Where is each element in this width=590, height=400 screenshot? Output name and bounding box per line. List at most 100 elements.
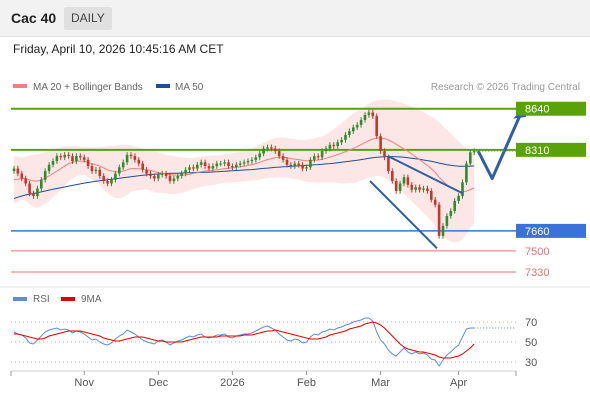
candle-body xyxy=(391,171,394,182)
candle-body xyxy=(176,176,180,179)
candle-body xyxy=(82,157,86,160)
copyright-label: Research © 2026 Trading Central xyxy=(431,82,580,93)
candle-body xyxy=(270,147,273,149)
candle xyxy=(40,177,43,192)
candle-body xyxy=(297,163,300,165)
candle xyxy=(168,173,172,184)
ma9-legend-swatch xyxy=(61,297,75,301)
level-tag-7660 xyxy=(516,223,586,238)
candle-body xyxy=(192,167,195,169)
candle xyxy=(398,180,402,194)
candle-body xyxy=(157,174,160,179)
candle xyxy=(231,163,234,171)
time-axis: Nov Dec 2026 Feb Mar Apr xyxy=(10,370,517,389)
candle-body xyxy=(406,177,410,185)
candle-body xyxy=(254,157,258,160)
candle-body xyxy=(313,156,316,160)
candle-body xyxy=(75,156,78,162)
candle xyxy=(192,164,195,172)
candle xyxy=(426,185,429,194)
candle xyxy=(281,153,285,163)
candle xyxy=(176,173,180,182)
candle xyxy=(86,157,90,169)
candle xyxy=(79,153,82,161)
candle xyxy=(375,113,378,139)
candle-body xyxy=(32,193,35,196)
candle xyxy=(301,162,304,172)
key-levels xyxy=(11,107,516,273)
rsi-legend-swatch xyxy=(13,297,27,301)
level-tag-8640 xyxy=(516,101,586,116)
candle-body xyxy=(371,112,375,117)
candle xyxy=(277,148,281,159)
candle-body xyxy=(235,164,238,168)
candle xyxy=(145,167,148,177)
candle xyxy=(402,174,406,187)
candle xyxy=(207,163,211,172)
candle-body xyxy=(398,183,402,191)
time-tick-label: Dec xyxy=(149,377,169,389)
candle-body xyxy=(465,163,468,183)
candle xyxy=(391,168,394,184)
candle-body xyxy=(238,163,242,165)
candle-body xyxy=(36,188,39,196)
candle-body xyxy=(472,151,476,153)
candle xyxy=(160,170,164,178)
candle-body xyxy=(394,181,398,191)
candle-body xyxy=(367,112,371,115)
rsi-legend-label: RSI xyxy=(33,294,50,305)
candle-body xyxy=(94,169,98,172)
candle xyxy=(82,154,86,163)
candle xyxy=(59,153,63,161)
level-label-8640: 8640 xyxy=(525,104,549,116)
candle-body xyxy=(418,187,421,190)
candle xyxy=(305,164,308,172)
top-bar: Cac 40 DAILY xyxy=(0,0,590,37)
candle xyxy=(63,152,66,161)
candle xyxy=(211,163,215,172)
candle xyxy=(47,162,51,174)
candle-body xyxy=(281,156,285,160)
candle-body xyxy=(274,148,277,152)
candle xyxy=(324,145,328,154)
candle xyxy=(133,153,137,163)
candle xyxy=(383,148,386,161)
candle xyxy=(449,208,453,219)
candle xyxy=(28,180,31,197)
candle-body xyxy=(422,188,425,190)
candle xyxy=(430,188,433,203)
level-label-7500: 7500 xyxy=(525,246,549,258)
candle-body xyxy=(125,154,129,163)
candle xyxy=(258,150,261,161)
candle xyxy=(320,148,324,161)
candle-body xyxy=(352,127,355,132)
time-tick-label: Apr xyxy=(450,377,467,389)
candle-body xyxy=(20,173,24,179)
candle xyxy=(250,157,254,164)
candle-body xyxy=(433,199,437,205)
level-labels: 8640 8310 7660 7500 7330 xyxy=(516,101,586,279)
candle-body xyxy=(196,164,199,169)
time-tick-label: Mar xyxy=(371,377,390,389)
candle xyxy=(379,133,382,154)
candle xyxy=(387,154,390,174)
candle-body xyxy=(141,163,144,170)
rsi-tick-50: 50 xyxy=(525,337,537,349)
candle xyxy=(55,153,59,164)
candle-body xyxy=(430,190,433,200)
candle-body xyxy=(110,179,113,184)
candle xyxy=(433,196,437,208)
candle-body xyxy=(301,164,304,169)
candle xyxy=(246,158,250,166)
candle-body xyxy=(336,142,339,147)
rsi-tick-30: 30 xyxy=(525,357,537,369)
candle xyxy=(67,152,70,159)
level-label-7660: 7660 xyxy=(525,226,549,238)
candle-body xyxy=(426,188,429,191)
candle xyxy=(406,174,410,188)
level-label-8310: 8310 xyxy=(525,145,549,157)
timeframe-button[interactable]: DAILY xyxy=(64,7,112,30)
ma50-legend-label: MA 50 xyxy=(175,82,204,93)
ma50-legend-swatch xyxy=(156,84,170,88)
